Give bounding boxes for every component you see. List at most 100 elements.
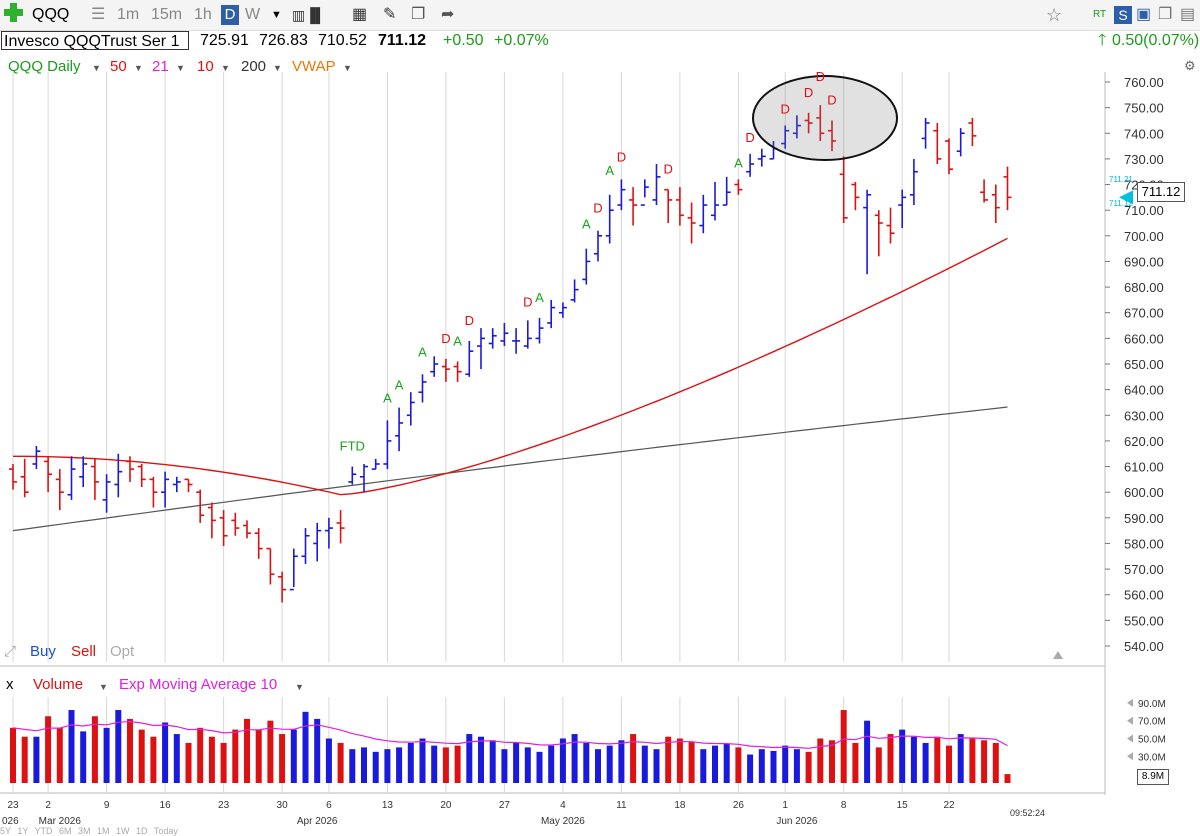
save-icon[interactable]: ▣: [1136, 6, 1152, 23]
current-price-marker: [1119, 190, 1133, 205]
pencil-icon[interactable]: ✎: [383, 6, 397, 23]
volume-tick-label: 30.0M: [1138, 752, 1166, 763]
volume-bar: [80, 731, 87, 783]
copy-icon[interactable]: ❐: [411, 6, 426, 23]
options-button[interactable]: Opt: [110, 643, 135, 660]
volume-ema-study[interactable]: Exp Moving Average 10: [119, 676, 278, 693]
x-tick-label: 1: [782, 800, 788, 811]
price-tick-label: 630.00: [1124, 408, 1164, 423]
volume-bar: [712, 745, 718, 783]
volume-bar: [21, 736, 28, 783]
expand-icon[interactable]: ⤢: [4, 643, 17, 660]
volume-bar: [103, 727, 110, 783]
chevron-down-icon[interactable]: ▼: [343, 63, 352, 73]
volume-bar: [969, 738, 976, 783]
volume-bar: [489, 740, 496, 783]
volume-bar: [992, 742, 999, 783]
volume-bars: [10, 710, 1011, 783]
volume-tick-icon: [1127, 716, 1133, 725]
chevron-down-icon[interactable]: ▼: [295, 682, 304, 692]
volume-bar: [700, 749, 707, 783]
volume-bar: [197, 727, 204, 783]
chevron-down-icon[interactable]: ▼: [273, 63, 282, 73]
volume-bar: [185, 742, 192, 783]
realtime-label: RT: [1093, 9, 1107, 20]
sell-button[interactable]: Sell: [71, 643, 97, 660]
period-weekly-button[interactable]: W: [245, 6, 261, 23]
share-icon[interactable]: ➦: [441, 6, 455, 23]
date-range-buttons[interactable]: 5Y 1Y YTD 6M 3M 1M 1W 1D Today: [0, 826, 178, 836]
chevron-down-icon[interactable]: ▼: [99, 682, 108, 692]
bar-chart-icon[interactable]: ▥▐▌: [292, 7, 326, 23]
price-tick-label: 580.00: [1124, 536, 1164, 551]
chart-settings-icon[interactable]: ⚙: [1184, 58, 1196, 73]
signal-marker: D: [465, 313, 474, 328]
month-label: Mar 2026: [39, 816, 82, 827]
volume-bar: [758, 749, 765, 783]
volume-bar: [864, 720, 871, 783]
study-ma50[interactable]: 50: [110, 58, 127, 75]
study-ma10[interactable]: 10: [197, 58, 214, 75]
price-tick-label: 570.00: [1124, 562, 1164, 577]
price-axis-panel: [1105, 72, 1200, 662]
price-tick-label: 730.00: [1124, 152, 1164, 167]
s-button[interactable]: S: [1114, 6, 1132, 24]
volume-tick-icon: [1127, 698, 1133, 707]
window-icon[interactable]: ❐: [1158, 6, 1173, 23]
chevron-down-icon[interactable]: ▼: [176, 63, 185, 73]
volume-bar: [595, 749, 601, 783]
volume-bar: [244, 718, 250, 783]
volume-bar: [150, 736, 157, 783]
study-symbol-daily[interactable]: QQQ Daily: [8, 58, 81, 75]
favorite-star-icon[interactable]: ☆: [1046, 5, 1063, 25]
volume-bar: [290, 729, 297, 783]
price-tick-label: 740.00: [1124, 126, 1164, 141]
x-tick-label: 8: [841, 800, 847, 811]
x-tick-label: 23: [218, 800, 230, 811]
volume-study[interactable]: Volume: [33, 676, 84, 693]
study-vwap[interactable]: VWAP: [292, 58, 336, 75]
price-lo-label: 711.12: [1109, 199, 1133, 208]
chevron-down-icon[interactable]: ▼: [92, 63, 101, 73]
add-study-icon[interactable]: ▦: [352, 6, 368, 23]
layout-icon[interactable]: ▤: [1180, 6, 1196, 23]
volume-bar: [1004, 774, 1011, 783]
study-ma200[interactable]: 200: [241, 58, 267, 75]
ma50-line: [13, 237, 1008, 496]
add-symbol-icon[interactable]: [0, 0, 30, 30]
volume-bar: [887, 734, 894, 783]
x-tick-label: 20: [440, 800, 452, 811]
symbol-input[interactable]: QQQ: [32, 6, 70, 23]
buy-button[interactable]: Buy: [30, 643, 56, 660]
chevron-down-icon[interactable]: ▼: [221, 63, 230, 73]
signal-marker: A: [383, 390, 392, 405]
volume-tick-label: 70.0M: [1138, 717, 1166, 728]
study-ma21[interactable]: 21: [152, 58, 169, 75]
scroll-arrow-icon: [1053, 651, 1063, 659]
security-name[interactable]: Invesco QQQTrust Ser 1: [1, 31, 189, 50]
x-tick-label: 11: [616, 800, 627, 811]
volume-bar: [501, 749, 508, 783]
price-tick-label: 690.00: [1124, 254, 1164, 269]
list-icon[interactable]: ☰: [91, 6, 106, 23]
volume-bar: [946, 745, 952, 783]
volume-bar: [314, 718, 321, 783]
x-tick-label: 16: [160, 800, 172, 811]
close-volume-pane-button[interactable]: x: [6, 676, 14, 693]
chevron-down-icon[interactable]: ▼: [134, 63, 143, 73]
interval-15m[interactable]: 15m: [151, 6, 183, 23]
period-daily-button[interactable]: D: [221, 5, 239, 25]
x-tick-label: 13: [382, 800, 394, 811]
interval-1m[interactable]: 1m: [117, 6, 140, 23]
signal-marker: A: [453, 333, 462, 348]
price-tick-label: 660.00: [1124, 331, 1164, 346]
volume-bar: [735, 747, 742, 783]
chart-type-dropdown-icon[interactable]: ▼: [271, 9, 282, 21]
price-tick-label: 670.00: [1124, 306, 1164, 321]
volume-bar: [454, 745, 461, 783]
price-tick-label: 610.00: [1124, 460, 1164, 475]
volume-bar: [922, 742, 929, 783]
price-tick-label: 650.00: [1124, 357, 1164, 372]
interval-1h[interactable]: 1h: [194, 6, 212, 23]
